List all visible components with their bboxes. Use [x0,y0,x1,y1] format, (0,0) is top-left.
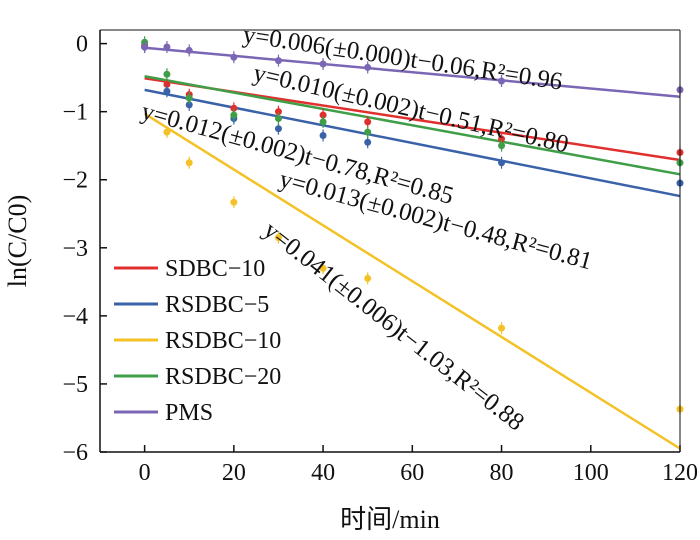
data-point [274,57,282,65]
fit-line [144,75,681,176]
y-tick-label: 0 [76,32,88,58]
data-points [141,36,684,416]
data-point [185,101,193,109]
data-point [141,43,149,51]
data-point [185,159,193,167]
data-point [163,80,171,88]
data-point [274,125,282,133]
y-axis-title: ln(C/C0) [3,195,32,287]
legend-label: RSDBC−10 [165,328,281,354]
data-point [163,70,171,78]
y-tick-label: −1 [62,100,88,126]
data-point [185,46,193,54]
legend: SDBC−10 RSDBC−5 RSDBC−10 RSDBC−20 PMS [114,256,281,426]
legend-label: RSDBC−5 [165,292,269,318]
data-point [319,118,327,126]
fit-line [143,112,681,450]
ticks: 0 20 40 60 80 100 120 0 −1 −2 −3 −4 −5 −6 [62,32,698,486]
data-point [230,111,238,119]
y-tick-label: −5 [62,372,88,398]
axes [99,29,681,453]
data-point [319,264,327,272]
legend-label: SDBC−10 [165,256,265,282]
data-point [498,135,506,143]
data-point [319,60,327,68]
data-point [319,111,327,119]
data-point [274,234,282,242]
data-point [274,108,282,116]
y-tick-label: −6 [62,440,88,466]
x-axis-title: 时间/min [340,505,440,534]
data-point [498,77,506,85]
x-tick-label: 20 [222,460,246,486]
legend-label: PMS [165,400,213,426]
data-point [185,94,193,102]
data-point [498,159,506,167]
data-point [163,87,171,95]
data-point [498,324,506,332]
data-point [274,114,282,122]
x-tick-label: 0 [139,460,151,486]
data-point [364,274,372,282]
y-tick-label: −3 [62,236,88,262]
x-tick-label: 100 [573,460,609,486]
fit-equation-label: y=0.041(±0.006)t−1.03,R²=0.88 [258,216,529,436]
legend-label: RSDBC−20 [165,364,281,390]
data-point [163,128,171,136]
data-point [364,63,372,71]
data-point [498,142,506,150]
data-point [163,43,171,51]
data-point [230,198,238,206]
data-point [230,53,238,61]
x-tick-label: 40 [311,460,335,486]
y-tick-label: −4 [62,304,88,330]
y-tick-label: −2 [62,168,88,194]
data-point [319,132,327,139]
x-tick-label: 80 [490,460,514,486]
x-tick-label: 120 [662,460,698,486]
data-point [364,128,372,136]
data-point [364,118,372,126]
data-point [364,138,372,146]
x-tick-label: 60 [400,460,424,486]
data-point [230,104,238,112]
